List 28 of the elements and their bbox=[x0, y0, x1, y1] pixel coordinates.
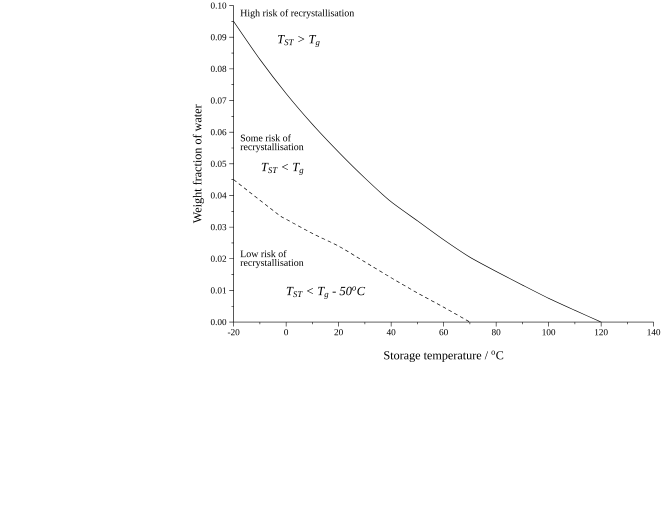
annotation: High risk of recrystallisation bbox=[240, 9, 354, 18]
y-tick-label: 0.09 bbox=[210, 34, 226, 40]
y-tick-label: 0.01 bbox=[210, 287, 226, 294]
y-tick-label: 0.06 bbox=[210, 129, 226, 136]
x-tick-label: 40 bbox=[386, 329, 396, 336]
annotation: T$_{ST}$ < T$_{g}$ bbox=[262, 163, 304, 175]
x-tick-label: 100 bbox=[542, 329, 556, 336]
annotation: Low risk of recrystallisation bbox=[240, 250, 304, 268]
x-tick-label: 20 bbox=[334, 329, 343, 336]
x-tick-label: -20 bbox=[228, 329, 240, 336]
y-tick-label: 0.02 bbox=[210, 256, 226, 262]
x-tick-label: 0 bbox=[284, 329, 288, 336]
annotation: T$_{ST}$ < T$_{g}$ - 50$^{o}$C bbox=[286, 286, 366, 300]
x-tick-label: 80 bbox=[492, 329, 500, 336]
x-tick-label: 140 bbox=[648, 329, 660, 336]
y-tick-label: 0.07 bbox=[210, 98, 226, 104]
y-tick-label: 0.03 bbox=[210, 224, 226, 230]
annotation: Some risk of recrystallisation bbox=[240, 134, 304, 152]
annotation: T$_{ST}$ > T$_{g}$ bbox=[278, 35, 320, 48]
y-tick-label: 0.00 bbox=[210, 319, 226, 326]
x-tick-label: 60 bbox=[439, 329, 448, 336]
x-tick-label: 120 bbox=[595, 329, 608, 336]
y-axis-title: Weight fraction of water bbox=[192, 104, 204, 224]
x-axis-title: Storage temperature / $^{o}$C bbox=[384, 350, 504, 362]
y-tick-label: 0.08 bbox=[210, 66, 226, 72]
y-tick-label: 0.10 bbox=[210, 2, 226, 9]
y-tick-label: 0.05 bbox=[210, 160, 226, 168]
y-tick-label: 0.04 bbox=[210, 192, 226, 199]
